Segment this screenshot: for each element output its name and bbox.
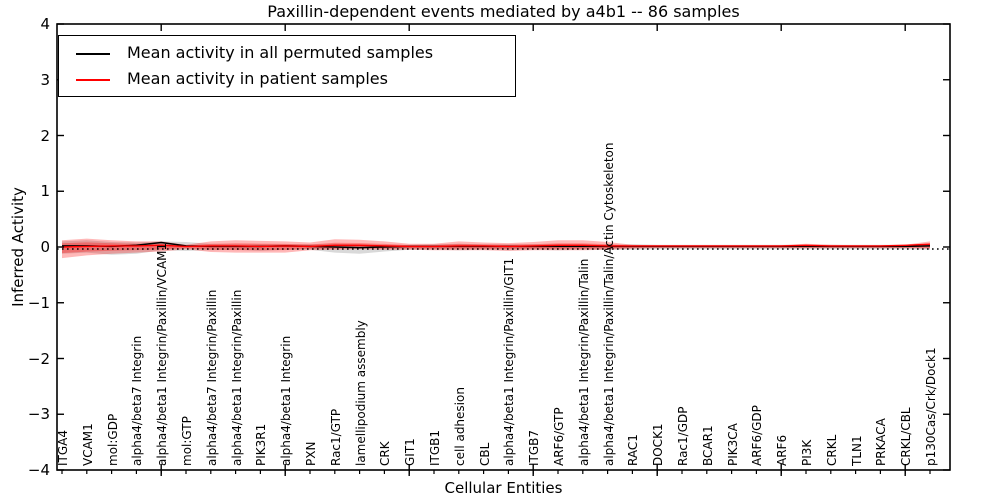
x-tick-label: ARF6/GDP [750,405,765,466]
x-tick-label: PXN [304,441,318,466]
x-tick-label: TLN1 [849,435,864,466]
legend-label: Mean activity in all permuted samples [127,43,434,62]
x-tick-label: alpha4/beta1 Integrin/Paxillin/VCAM1 [155,242,170,466]
y-tick-label: −2 [27,349,50,368]
x-tick-label: cell adhesion [452,387,467,466]
x-tick-label: CRKL/CBL [899,407,914,466]
legend-label: Mean activity in patient samples [127,69,388,88]
x-tick-label: mol:GTP [180,416,194,466]
x-tick-label: ITGA4 [56,429,70,466]
x-tick-label: CRKL [824,434,839,466]
x-tick-label: Rac1/GTP [328,408,343,466]
legend: Mean activity in all permuted samples Me… [58,35,516,97]
x-tick-label: RAC1 [626,434,641,466]
y-tick-label: 1 [40,182,50,201]
x-tick-label: alpha4/beta1 Integrin/Paxillin/GIT1 [502,257,517,466]
permuted-line-swatch [76,53,110,55]
x-tick-label: alpha4/beta1 Integrin/Paxillin/Talin [576,258,591,466]
x-tick-label: ITGB1 [428,429,442,466]
x-tick-label: CRK [378,441,393,466]
x-tick-label: PIK3CA [725,423,740,466]
y-tick-label: −4 [27,461,50,479]
x-tick-label: ARF6 [775,434,790,466]
x-tick-label: alpha4/beta7 Integrin [130,335,145,466]
patient-band-outer [62,238,930,259]
patient-line-swatch [76,79,110,81]
x-tick-label: alpha4/beta1 Integrin/Paxillin/Talin/Act… [601,142,616,466]
x-tick-label: alpha4/beta7 Integrin/Paxillin [204,289,219,466]
x-tick-label: ARF6/GTP [552,407,566,466]
x-tick-label: alpha4/beta1 Integrin [279,335,294,466]
patient-mean-line [61,243,931,248]
y-tick-label: 3 [40,70,50,89]
x-tick-label: DOCK1 [651,423,666,466]
legend-entry-patient: Mean activity in patient samples [59,67,515,94]
x-tick-label: VCAM1 [80,423,95,466]
x-tick-label: GIT1 [403,438,418,466]
x-tick-label: BCAR1 [700,425,715,466]
x-tick-label: PRKACA [874,418,889,466]
x-tick-label: PIK3R1 [254,423,269,466]
y-tick-label: 0 [40,238,50,256]
y-tick-label: −1 [27,293,50,312]
x-tick-label: p130Cas/Crk/Dock1 [924,347,938,466]
x-tick-label: lamellipodium assembly [353,320,368,466]
patient-band-inner [62,242,930,254]
y-tick-label: 2 [40,126,50,145]
permuted-band [62,240,930,255]
x-axis-label: Cellular Entities [444,479,563,497]
x-tick-label: PI3K [800,439,814,466]
x-tick-label: alpha4/beta1 Integrin/Paxillin [229,289,244,466]
x-tick-label: mol:GDP [105,413,120,466]
x-tick-label: Rac1/GDP [676,406,690,466]
y-tick-label: 4 [40,15,50,33]
legend-entry-permuted: Mean activity in all permuted samples [59,41,515,68]
x-tick-label: CBL [477,442,492,466]
y-tick-label: −3 [27,405,50,424]
x-tick-label: ITGB7 [527,429,542,466]
chart-title: Paxillin-dependent events mediated by a4… [267,2,740,21]
